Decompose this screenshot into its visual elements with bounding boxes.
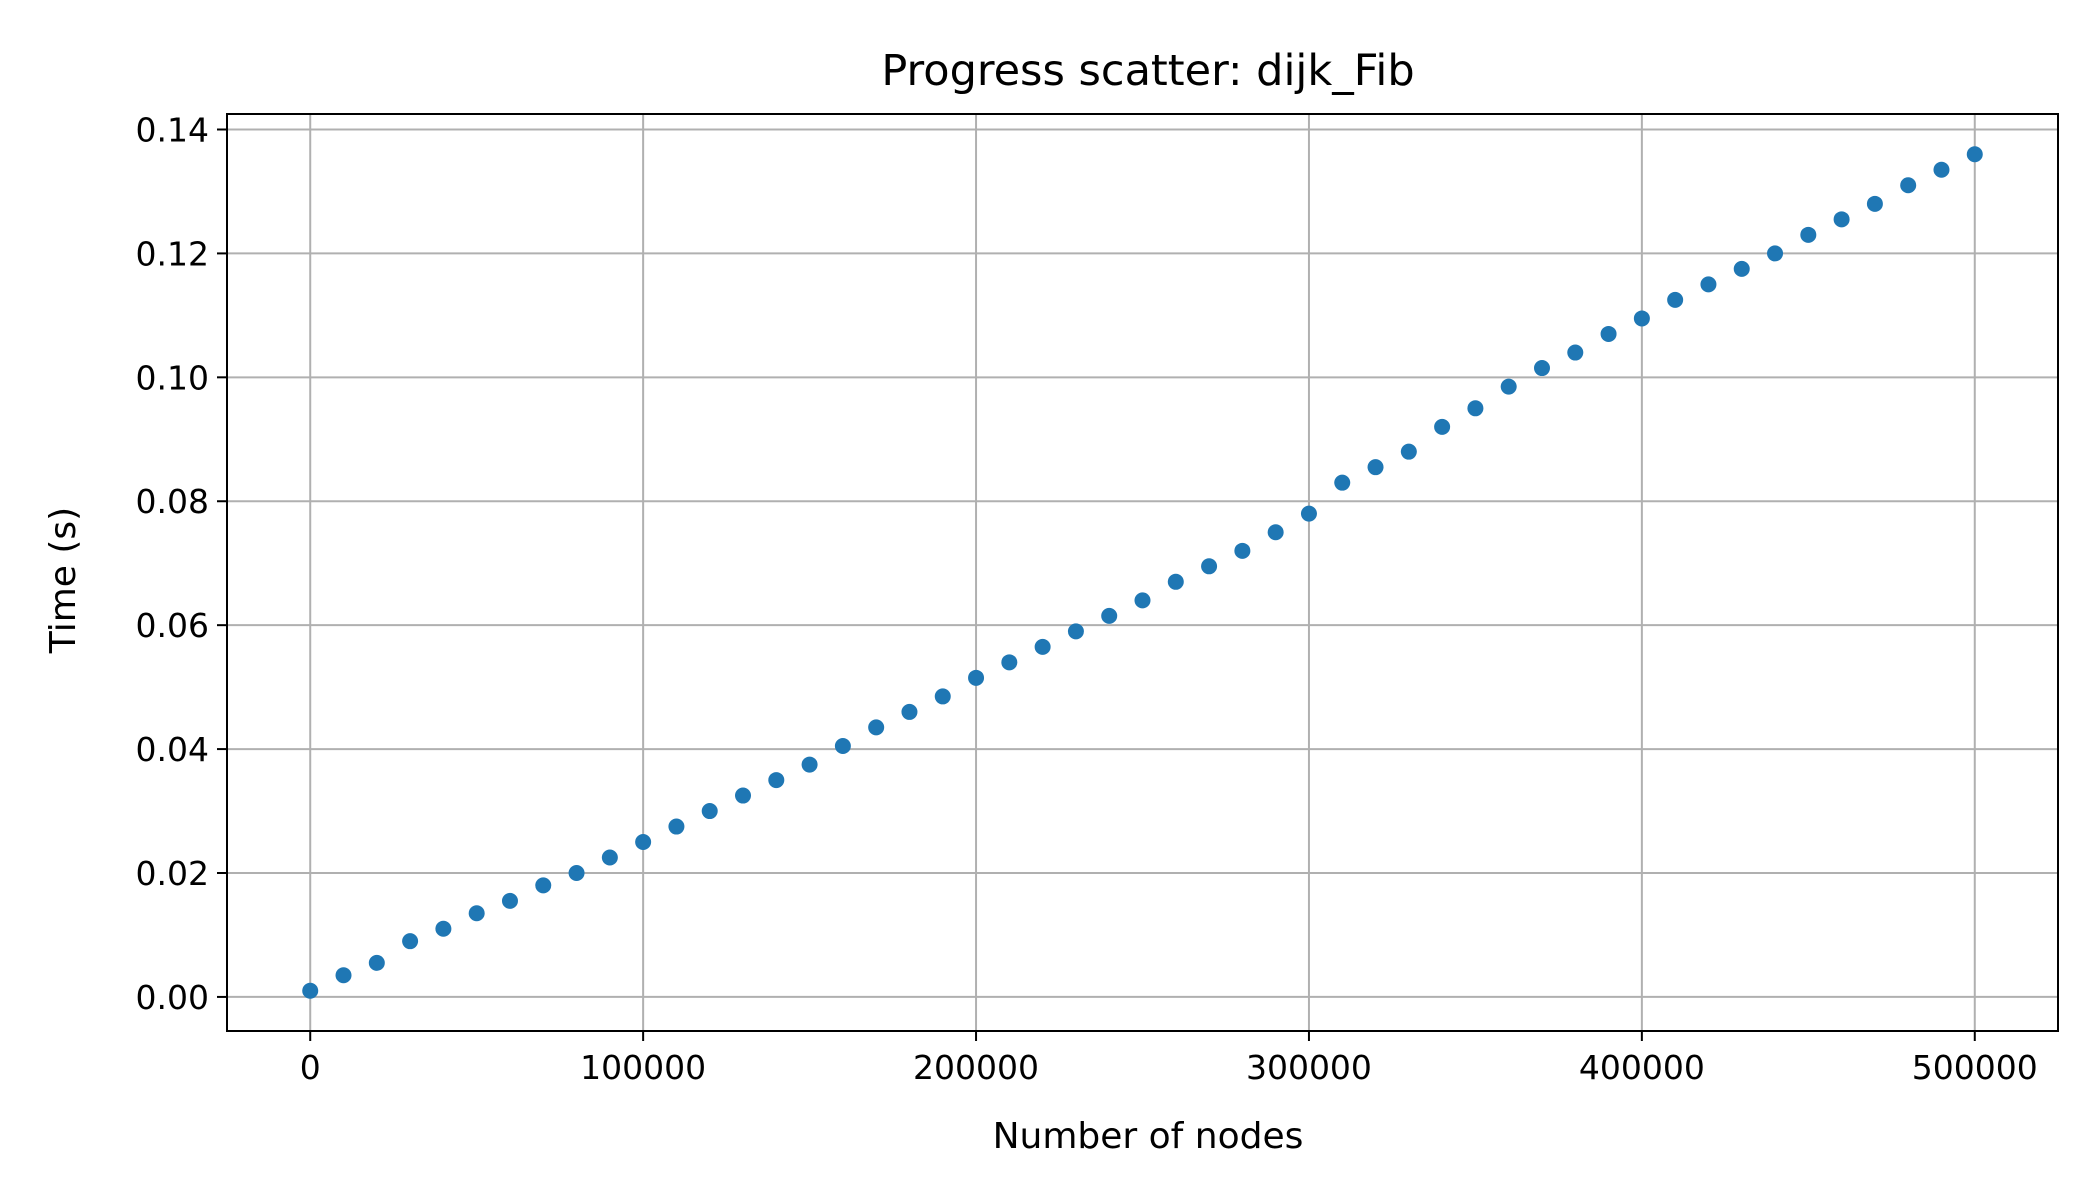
scatter-point [1434, 418, 1451, 435]
y-tick-label: 0.10 [136, 358, 209, 397]
scatter-point [435, 920, 452, 937]
scatter-point [1300, 505, 1317, 522]
scatter-point [535, 877, 552, 894]
x-axis-ticks: 0 100000 200000 300000 400000 500000 [300, 1031, 2038, 1087]
scatter-point [1800, 226, 1817, 243]
scatter-point [1001, 654, 1018, 671]
scatter-point [801, 756, 818, 773]
scatter-point [1600, 325, 1617, 342]
scatter-point [1267, 524, 1284, 541]
scatter-point [1034, 638, 1051, 655]
x-tick-label: 300000 [1246, 1048, 1372, 1087]
scatter-point [302, 982, 319, 999]
scatter-point [368, 954, 385, 971]
scatter-point [934, 688, 951, 705]
y-axis-ticks: 0.00 0.02 0.04 0.06 0.08 0.10 0.12 0.14 [136, 110, 227, 1017]
y-tick-label: 0.12 [136, 234, 209, 273]
scatter-point [1201, 558, 1218, 575]
scatter-point [1467, 400, 1484, 417]
scatter-point [968, 669, 985, 686]
y-tick-label: 0.08 [136, 482, 209, 521]
x-tick-label: 200000 [913, 1048, 1039, 1087]
scatter-point [402, 933, 419, 950]
x-axis-label: Number of nodes [993, 1116, 1304, 1157]
scatter-points [302, 146, 1983, 999]
scatter-point [735, 787, 752, 804]
y-tick-label: 0.00 [136, 978, 209, 1017]
scatter-point [1167, 573, 1184, 590]
chart-title: Progress scatter: dijk_Fib [881, 46, 1414, 96]
plot-frame [226, 113, 2059, 1032]
scatter-point [1767, 245, 1784, 262]
y-tick-label: 0.14 [136, 110, 209, 149]
grid-lines [227, 114, 2058, 1031]
scatter-point [335, 967, 352, 984]
scatter-point [901, 703, 918, 720]
scatter-point [1367, 459, 1384, 476]
x-tick-label: 500000 [1912, 1048, 2038, 1087]
scatter-point [1866, 195, 1883, 212]
scatter-point [1733, 260, 1750, 277]
scatter-point [668, 818, 685, 835]
scatter-point [601, 849, 618, 866]
x-tick-label: 100000 [580, 1048, 706, 1087]
scatter-point [1101, 607, 1118, 624]
scatter-point [1334, 474, 1351, 491]
scatter-point [768, 772, 785, 789]
scatter-point [1400, 443, 1417, 460]
scatter-point [1667, 291, 1684, 308]
scatter-point [1567, 344, 1584, 361]
scatter-point [1533, 360, 1550, 377]
scatter-point [1633, 310, 1650, 327]
y-tick-label: 0.06 [136, 606, 209, 645]
scatter-point [868, 719, 885, 736]
y-axis-label: Time (s) [43, 507, 84, 654]
scatter-point [834, 737, 851, 754]
scatter-point [701, 803, 718, 820]
y-tick-label: 0.02 [136, 854, 209, 893]
scatter-point [1933, 161, 1950, 178]
scatter-point [1234, 542, 1251, 559]
x-tick-label: 0 [300, 1048, 321, 1087]
scatter-point [1134, 592, 1151, 609]
scatter-point [568, 865, 585, 882]
scatter-point [1067, 623, 1084, 640]
scatter-point [501, 892, 518, 909]
x-tick-label: 400000 [1579, 1048, 1705, 1087]
y-tick-label: 0.04 [136, 730, 209, 769]
scatter-point [1966, 146, 1983, 163]
scatter-point [635, 834, 652, 851]
scatter-point [1500, 378, 1517, 395]
scatter-point [1833, 211, 1850, 228]
scatter-point [468, 905, 485, 922]
scatter-point [1900, 177, 1917, 194]
scatter-point [1700, 276, 1717, 293]
